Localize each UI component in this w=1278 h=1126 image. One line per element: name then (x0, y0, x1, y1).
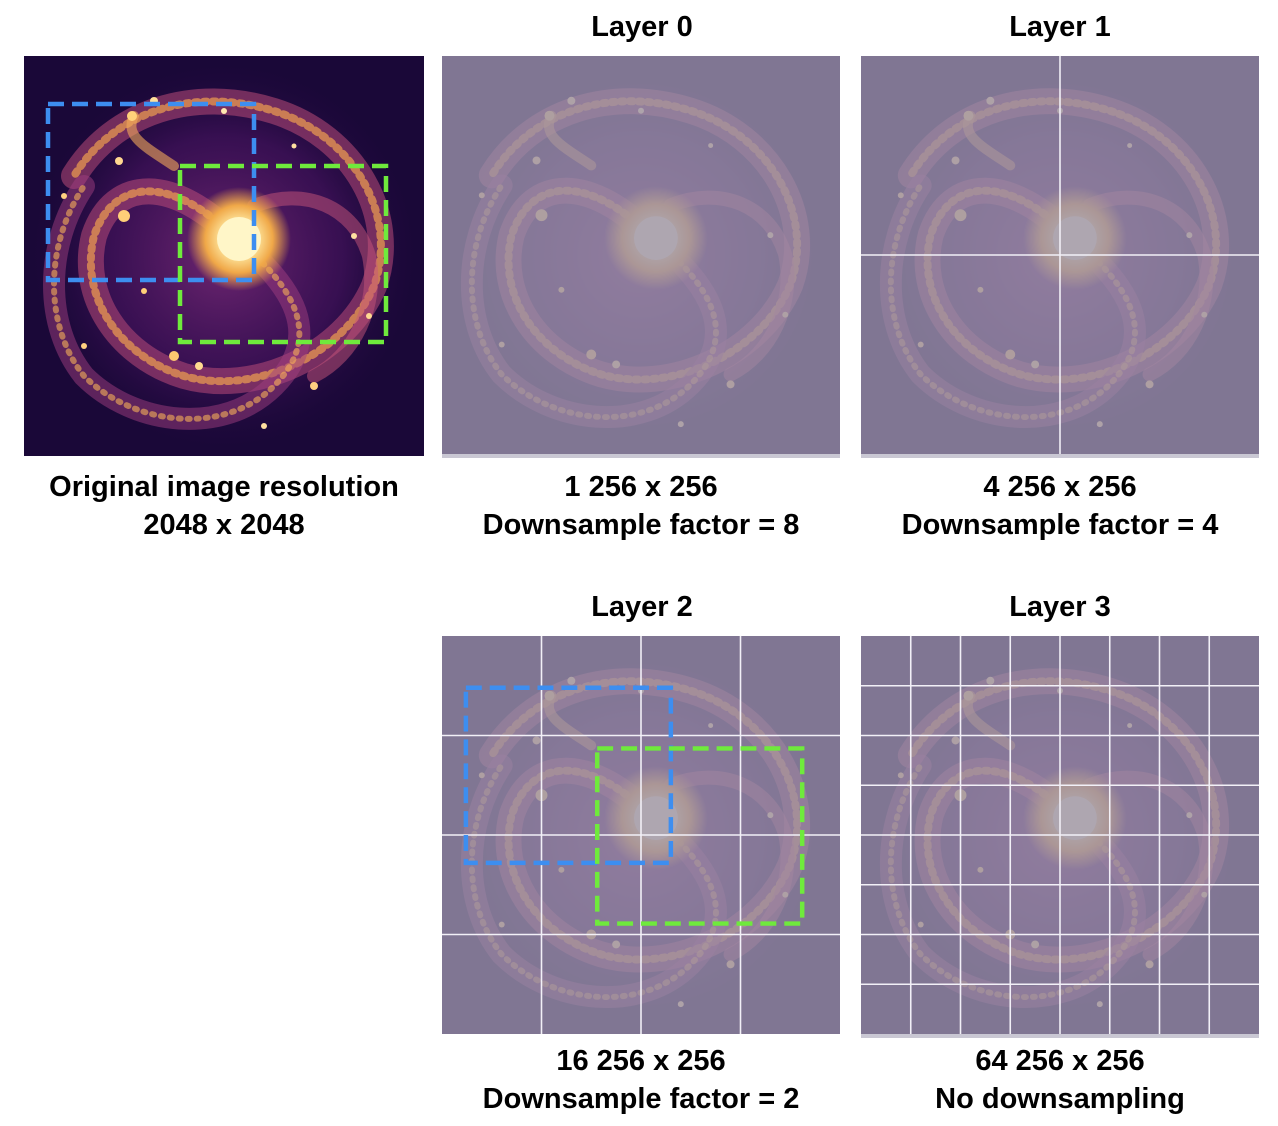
layer-1-title: Layer 1 (1009, 11, 1111, 43)
layer-3-tile-count: 64 256 x 256 (975, 1045, 1145, 1077)
layer-0-downsample: Downsample factor = 8 (482, 509, 800, 541)
layer-0-image (442, 56, 840, 454)
layer-2-image (442, 636, 840, 1034)
original-caption-line1: Original image resolution (49, 471, 399, 503)
green-dashed-box (594, 746, 805, 926)
layer-3-caption: 64 256 x 256 No downsampling (830, 1042, 1278, 1118)
layer-1-image (861, 56, 1259, 454)
layer-3-edge (861, 1034, 1259, 1038)
original-galaxy-image (24, 56, 424, 456)
layer-3-image (861, 636, 1259, 1034)
layer-2-title: Layer 2 (591, 591, 693, 623)
layer-1-downsample: Downsample factor = 4 (901, 509, 1219, 541)
blue-dashed-box (45, 101, 257, 283)
layer-2-caption: 16 256 x 256 Downsample factor = 2 (411, 1042, 871, 1118)
layer-0-edge (442, 454, 840, 458)
layer-1-edge (861, 454, 1259, 458)
wash-overlay (442, 56, 840, 454)
original-caption: Original image resolution 2048 x 2048 (0, 468, 454, 544)
layer-2-tile-count: 16 256 x 256 (556, 1045, 726, 1077)
layer-0-tile-count: 1 256 x 256 (564, 471, 718, 503)
green-dashed-box (177, 163, 389, 345)
layer-1-caption: 4 256 x 256 Downsample factor = 4 (830, 468, 1278, 544)
blue-dashed-box (463, 685, 674, 866)
original-caption-line2: 2048 x 2048 (143, 509, 305, 541)
layer-0-title: Layer 0 (591, 11, 693, 43)
layer-1-tile-count: 4 256 x 256 (983, 471, 1137, 503)
layer-3-downsample: No downsampling (935, 1083, 1185, 1115)
layer-0-caption: 1 256 x 256 Downsample factor = 8 (411, 468, 871, 544)
layer-2-downsample: Downsample factor = 2 (482, 1083, 800, 1115)
layer-3-title: Layer 3 (1009, 591, 1111, 623)
